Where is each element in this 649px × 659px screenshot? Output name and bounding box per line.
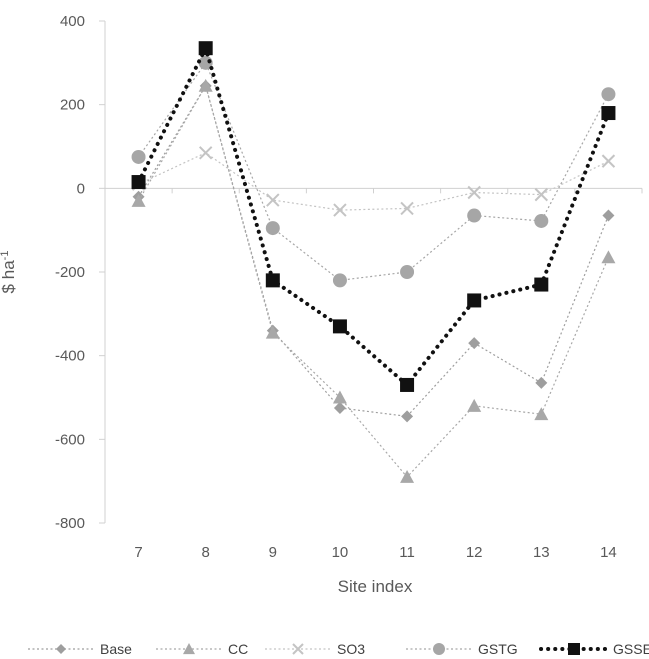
series-gsse-line [136,42,611,388]
series-cc-line [138,84,609,478]
legend-gstg-circle-marker [433,643,445,655]
y-tick-label: -600 [55,431,85,448]
y-axis-title-superscript: -1 [0,251,11,261]
y-tick-label: 0 [77,180,85,197]
y-tick-label: -800 [55,515,85,532]
series-so3-point-cross-marker [198,146,213,160]
y-tick-label: -400 [55,348,85,365]
legend-so3-cross-stroke [292,643,304,655]
y-axis-title-main: $ ha [0,260,18,294]
series-so3-point-cross-marker [467,185,481,200]
legend-item-gsse: GSSE [539,641,649,657]
x-tick-label: 11 [399,544,415,561]
y-tick-label: -200 [55,264,85,281]
series-base-point-diamond-marker [468,337,481,350]
x-axis-title: Site index [338,577,413,596]
series-base [132,79,615,423]
series-cc-point-triangle-marker [467,398,482,412]
legend-item-base: Base [28,641,132,657]
series-so3-point-cross-stroke [467,185,481,200]
x-tick-label: 9 [269,544,277,561]
series-base-line [138,84,609,417]
legend-gstg-label: GSTG [478,641,518,657]
y-axis-title: $ ha-1 [0,251,18,294]
series-so3-point-cross-marker [601,154,616,168]
series-so3-point-cross-stroke [534,187,549,202]
series-gsse-point-square-marker [601,106,616,121]
x-tick-label: 13 [533,544,550,561]
series-cc-point-triangle-marker [198,78,213,92]
legend-so3-label: SO3 [337,641,365,657]
series-gsse-point-square-marker [467,293,482,308]
series-gsse-point-square-marker [265,273,280,288]
legend-cc-triangle-marker [183,643,195,655]
series-so3-point-cross-stroke [266,193,280,207]
legend-item-so3: SO3 [265,641,365,657]
legend-item-cc: CC [156,641,248,657]
series-so3-point-cross-stroke [333,203,347,217]
series-gsse-point-square-marker [400,377,415,392]
series-gsse-point-square-marker [131,175,146,190]
series-so3-point-cross-marker [400,201,414,216]
series-so3-point-cross-marker [534,187,549,202]
series-base-point-diamond-marker [401,410,414,423]
x-tick-label: 12 [466,544,483,561]
series-gstg-point-circle-marker [534,213,549,228]
series-so3-point-cross-marker [333,203,347,217]
x-tick-label: 7 [134,544,142,561]
series-cc-point-triangle-marker [601,250,616,264]
legend-so3-cross-marker [292,643,304,655]
series-gsse-point-square-marker [198,41,213,56]
series-base-point-diamond-marker [535,376,548,389]
x-tick-label: 14 [600,544,617,561]
legend-cc-label: CC [228,641,248,657]
series-gsse-point-square-marker [332,319,347,334]
series-cc [131,78,616,483]
legend-gsse-label: GSSE [613,641,649,657]
legend-gsse-square-marker [568,643,580,655]
series-cc-point-triangle-marker [332,390,347,404]
x-tick-label: 8 [202,544,210,561]
series-so3-point-cross-stroke [400,201,414,216]
series-gstg-point-circle-marker [400,265,415,279]
series-cc-point-triangle-marker [400,469,415,483]
series-so3-point-cross-stroke [601,154,616,168]
series-gstg-point-circle-marker [601,87,616,102]
axes-layer: 400 200 0 -200 -400 -600 -800 7 8 9 10 11 12 13 14 [55,13,643,561]
legend-base-diamond-marker [56,644,66,654]
series-cc-point-triangle-marker [534,407,549,421]
series-cc-point-triangle-marker [265,325,280,339]
series-so3 [131,146,616,217]
x-tick-label: 10 [332,544,349,561]
series-so3-point-cross-marker [266,193,280,207]
series-gstg-point-circle-marker [131,149,146,164]
y-tick-label: 400 [60,13,85,30]
legend-item-gstg: GSTG [406,641,518,657]
y-tick-label: 200 [60,97,85,114]
legend-base-label: Base [100,641,132,657]
series-gstg-line [138,61,609,281]
series-gstg-point-circle-marker [467,208,482,223]
series-gsse [131,41,616,392]
series-so3-line [138,152,609,211]
series-cc-point-triangle-marker [131,193,146,207]
series-base-point-diamond-marker [602,209,615,222]
series-layer [131,41,616,483]
series-gsse-point-square-marker [534,277,549,292]
series-base-point-diamond-marker [333,401,346,414]
legend: Base CC SO3 GSTG GSSE [28,641,649,657]
series-so3-point-cross-stroke [198,146,213,160]
series-gstg-point-circle-marker [332,273,347,288]
series-gstg-point-circle-marker [265,221,280,236]
